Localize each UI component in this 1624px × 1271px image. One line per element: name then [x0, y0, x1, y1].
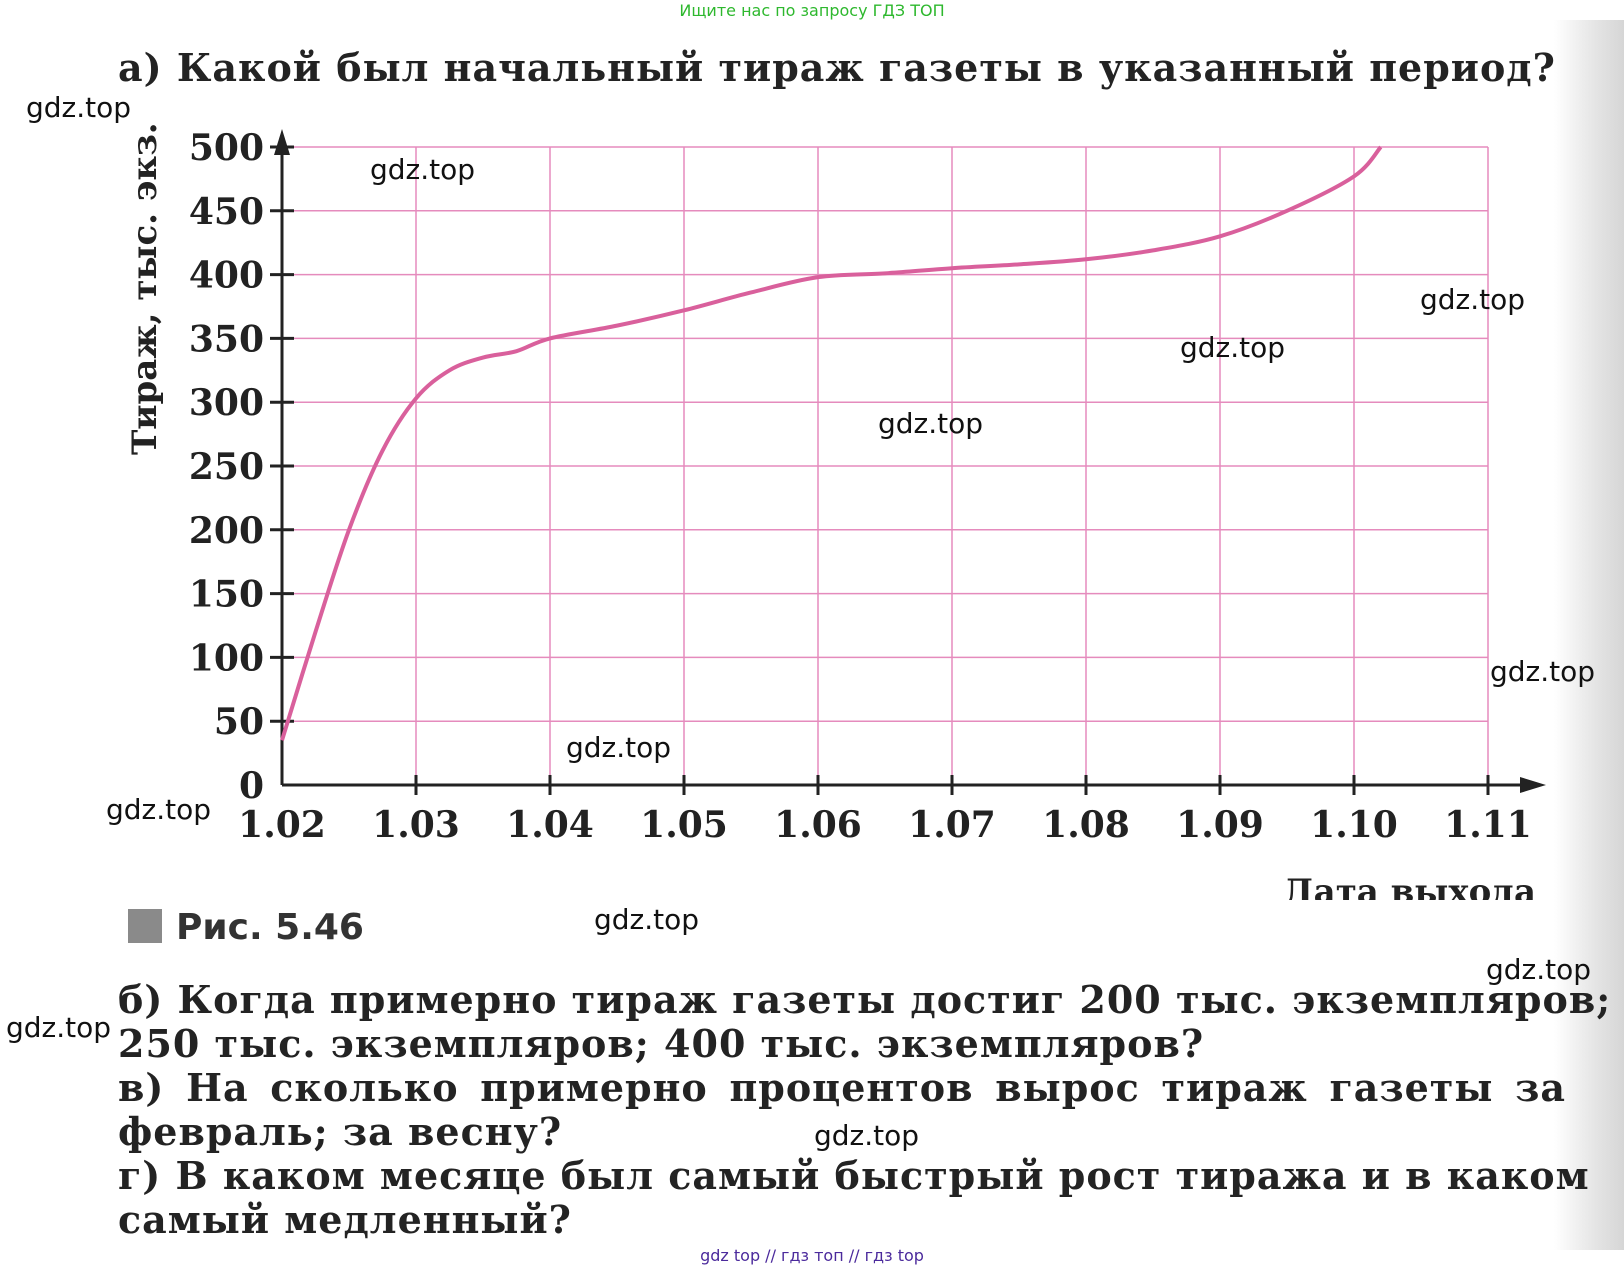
chart-ticks	[270, 145, 1490, 795]
question-g-line2: самый медленный?	[118, 1197, 572, 1242]
question-v-line1: в) На сколько примерно процентов вырос т…	[118, 1065, 1566, 1110]
page-edge-shadow	[1554, 20, 1624, 1250]
watermark: gdz.top	[814, 1119, 920, 1152]
x-tick-label: 1.02	[238, 804, 326, 846]
watermark: gdz.top	[6, 1011, 112, 1044]
question-b-line1: б) Когда примерно тираж газеты достиг 20…	[118, 977, 1612, 1022]
watermark: gdz.top	[106, 793, 212, 826]
watermark: gdz.top	[370, 153, 476, 186]
watermark: gdz.top	[1180, 331, 1286, 364]
watermark: gdz.top	[1490, 655, 1596, 688]
caption-marker-icon	[128, 909, 162, 943]
x-tick-label: 1.09	[1176, 804, 1264, 846]
x-tick-label: 1.06	[774, 804, 862, 846]
question-a: а) Какой был начальный тираж газеты в ук…	[118, 45, 1556, 90]
watermark: gdz.top	[1420, 283, 1526, 316]
x-tick-label: 1.08	[1042, 804, 1130, 846]
y-tick-label: 250	[189, 446, 264, 488]
chart-grid	[282, 146, 1489, 785]
x-axis-arrow-icon	[1520, 777, 1546, 793]
question-g-line1: г) В каком месяце был самый быстрый рост…	[118, 1153, 1590, 1198]
y-axis-title: Тираж, тыс. экз.	[125, 122, 165, 455]
circulation-line	[280, 145, 1383, 741]
figure-caption-text: Рис. 5.46	[176, 907, 364, 948]
x-tick-label: 1.04	[506, 804, 594, 846]
chart-axes	[274, 129, 1546, 793]
x-tick-label: 1.05	[640, 804, 728, 846]
y-tick-label: 350	[189, 318, 264, 360]
watermark: gdz.top	[26, 91, 132, 124]
x-tick-label: 1.10	[1310, 804, 1398, 846]
y-tick-label: 50	[214, 701, 264, 743]
question-b-line2: 250 тыс. экземпляров; 400 тыс. экземпляр…	[118, 1021, 1205, 1066]
x-axis-title: Дата выхода	[1283, 872, 1536, 900]
y-tick-label: 200	[189, 510, 264, 552]
y-tick-label: 0	[239, 765, 264, 807]
y-tick-label: 400	[189, 255, 264, 297]
y-axis-arrow-icon	[274, 129, 290, 155]
y-tick-label: 450	[189, 191, 264, 233]
y-tick-label: 300	[189, 382, 264, 424]
x-tick-label: 1.07	[908, 804, 996, 846]
figure-caption: Рис. 5.46	[128, 906, 364, 950]
x-tick-label: 1.03	[372, 804, 460, 846]
watermark: gdz.top	[566, 731, 672, 764]
chart-tick-labels: 1.02 1.03 1.04 1.05 1.06 1.07 1.08 1.09 1.10 1.11…	[189, 127, 1532, 846]
watermark: gdz.top	[1486, 953, 1592, 986]
y-tick-label: 100	[189, 637, 264, 679]
top-banner[interactable]: Ищите нас по запросу ГДЗ ТОП	[679, 1, 945, 20]
watermark: gdz.top	[878, 407, 984, 440]
watermark: gdz.top	[594, 903, 700, 936]
y-tick-label: 150	[189, 574, 264, 616]
question-v-line2: февраль; за весну?	[118, 1109, 563, 1154]
circulation-chart: 1.02 1.03 1.04 1.05 1.06 1.07 1.08 1.09 1.10 1.11…	[125, 122, 1546, 900]
x-tick-label: 1.11	[1444, 804, 1532, 846]
y-tick-label: 500	[189, 127, 264, 169]
bottom-banner[interactable]: gdz top // гдз топ // гдз top	[700, 1246, 924, 1265]
